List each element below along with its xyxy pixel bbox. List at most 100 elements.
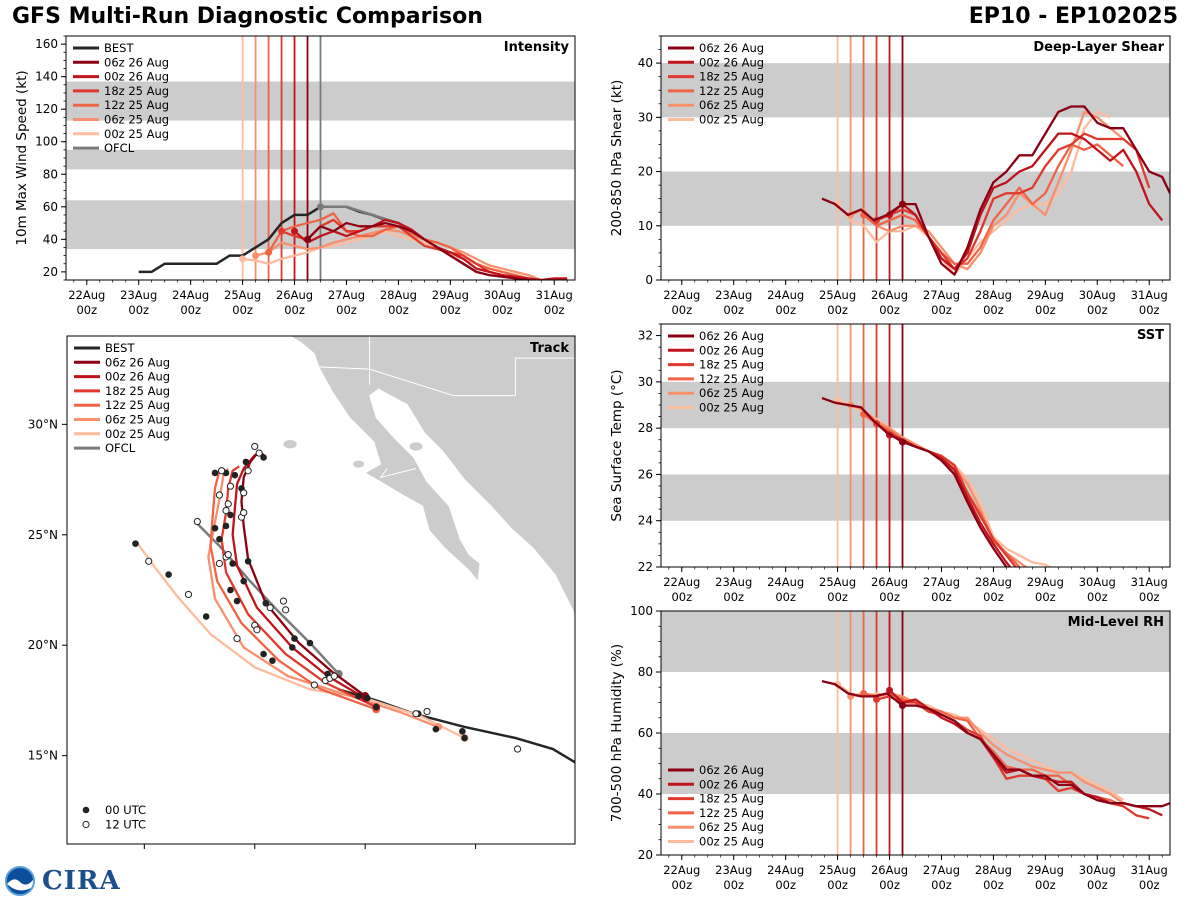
rh-x-tick-label-hour: 00z [827, 878, 848, 892]
track-marker-00z [262, 599, 270, 607]
rh-x-tick-label-hour: 00z [983, 878, 1004, 892]
shear-title: Deep-Layer Shear [1033, 40, 1164, 55]
rh-y-tick-label: 100 [630, 605, 653, 618]
land-mass [288, 336, 575, 618]
track-marker-00z [269, 657, 276, 664]
sst-x-tick-label-day: 28Aug [975, 575, 1012, 589]
intensity-y-tick-label: 40 [43, 232, 58, 246]
track-marker-12z [423, 707, 431, 716]
track-marker-00z [461, 734, 468, 742]
rh-legend-label: 18z 25 Aug [699, 792, 764, 806]
rh-band-1 [661, 611, 1170, 672]
shear-x-tick-label-day: 25Aug [819, 288, 856, 302]
intensity-x-tick-label-day: 22Aug [68, 288, 105, 302]
track-marker-12z [251, 442, 259, 451]
intensity-y-tick-label: 60 [43, 200, 58, 214]
sst-plot-area [661, 324, 1170, 567]
shear-x-tick-label-hour: 00z [1035, 303, 1056, 317]
track-y-tick-label: 20°N [28, 638, 58, 652]
border-line [318, 357, 575, 397]
track-legend-label: 12z 25 Aug [105, 398, 170, 412]
intensity-x-tick-label-day: 31Aug [536, 288, 573, 302]
intensity-ofcl-start-marker [317, 203, 324, 211]
rh-y-tick-label: 20 [638, 848, 653, 862]
shear-series-1-line [888, 132, 1164, 271]
shear-x-tick-label-hour: 00z [723, 303, 744, 317]
track-marker-12z [215, 559, 223, 568]
intensity-series-1-init-marker [291, 227, 299, 235]
sst-legend-label: 06z 25 Aug [699, 386, 764, 400]
rh-series-4-line [850, 692, 1137, 808]
state-line [379, 468, 417, 479]
rh-legend-label: 00z 25 Aug [699, 835, 764, 849]
rh-x-tick-label-hour: 00z [1035, 878, 1056, 892]
track-marker-00z [229, 560, 236, 567]
track-title: Track [530, 341, 569, 356]
sst-y-tick-label: 26 [638, 467, 653, 481]
track-marker-12z [279, 597, 288, 605]
shear-series-5-line [836, 110, 1111, 276]
intensity-series-3-init-marker [265, 248, 273, 256]
sst-x-tick-label-hour: 00z [827, 590, 848, 604]
storm-id: EP10 - EP102025 [968, 4, 1178, 29]
track-marker-12z [233, 634, 241, 643]
track-y-tick-label: 30°N [28, 417, 58, 431]
sst-legend-label: 00z 26 Aug [699, 343, 764, 357]
sst-y-tick-label: 22 [638, 560, 653, 574]
track-marker-12z [310, 681, 318, 689]
sst-y-tick-label: 24 [638, 514, 653, 528]
shear-x-tick-label-hour: 00z [879, 303, 900, 317]
sst-x-tick-label-day: 29Aug [1027, 575, 1064, 589]
shear-band-0 [661, 171, 1170, 226]
shear-legend-label: 00z 26 Aug [699, 55, 764, 69]
shear-x-tick-label-hour: 00z [931, 303, 952, 317]
intensity-legend-label: OFCL [104, 141, 135, 155]
sst-legend-label: 00z 25 Aug [699, 401, 764, 415]
sst-x-tick-label-hour: 00z [983, 590, 1004, 604]
sst-x-tick-label-hour: 00z [723, 590, 744, 604]
track-plot-area [67, 336, 575, 844]
rh-x-tick-label-day: 29Aug [1027, 863, 1064, 877]
intensity-legend-label: BEST [104, 41, 134, 55]
rh-x-tick-label-day: 25Aug [819, 863, 856, 877]
shear-x-tick-label-hour: 00z [827, 303, 848, 317]
sst-x-tick-label-day: 27Aug [923, 575, 960, 589]
sst-x-tick-label-day: 31Aug [1131, 575, 1168, 589]
rh-x-tick-label-day: 26Aug [871, 863, 908, 877]
intensity-y-tick-label: 120 [35, 102, 58, 116]
intensity-plot-area [66, 36, 575, 280]
sst-x-tick-label-day: 23Aug [715, 575, 752, 589]
shear-legend-label: 00z 25 Aug [699, 113, 764, 127]
track-marker-12z [224, 551, 232, 559]
island [409, 442, 423, 451]
intensity-x-tick-label-day: 24Aug [172, 288, 209, 302]
sst-x-tick-label-hour: 00z [1087, 590, 1108, 604]
track-marker-12z [184, 590, 193, 599]
intensity-x-tick-label-hour: 00z [128, 303, 149, 317]
sst-legend-label: 12z 25 Aug [699, 372, 764, 386]
track-marker-00z [372, 703, 380, 711]
sst-x-tick-label-day: 30Aug [1079, 575, 1116, 589]
track-y-tick-label: 15°N [28, 749, 58, 763]
intensity-x-tick-label-day: 26Aug [276, 288, 313, 302]
intensity-legend-label: 00z 25 Aug [104, 127, 169, 141]
shear-x-tick-label-day: 26Aug [871, 288, 908, 302]
marker-legend-00z-label: 00 UTC [105, 803, 146, 817]
sst-legend-label: 18z 25 Aug [699, 358, 764, 372]
intensity-x-tick-label-hour: 00z [440, 303, 461, 317]
rh-x-tick-label-day: 28Aug [975, 863, 1012, 877]
track-marker-00z [355, 692, 362, 700]
rh-series-0-init-marker [899, 702, 907, 710]
intensity-x-tick-label-hour: 00z [76, 303, 97, 317]
rh-y-axis-label: 700-500 hPa Humidity (%) [609, 644, 625, 822]
track-series-3-line [209, 470, 377, 711]
intensity-series-0-init-marker [304, 235, 312, 243]
sst-band-1 [661, 381, 1170, 429]
track-marker-00z [132, 540, 139, 547]
rh-x-tick-label-day: 24Aug [767, 863, 804, 877]
track-marker-00z [227, 586, 234, 594]
track-marker-12z [226, 482, 235, 490]
shear-x-tick-label-day: 28Aug [975, 288, 1012, 302]
track-y-tick-label: 25°N [28, 528, 58, 542]
noaa-logo-icon [5, 866, 35, 896]
